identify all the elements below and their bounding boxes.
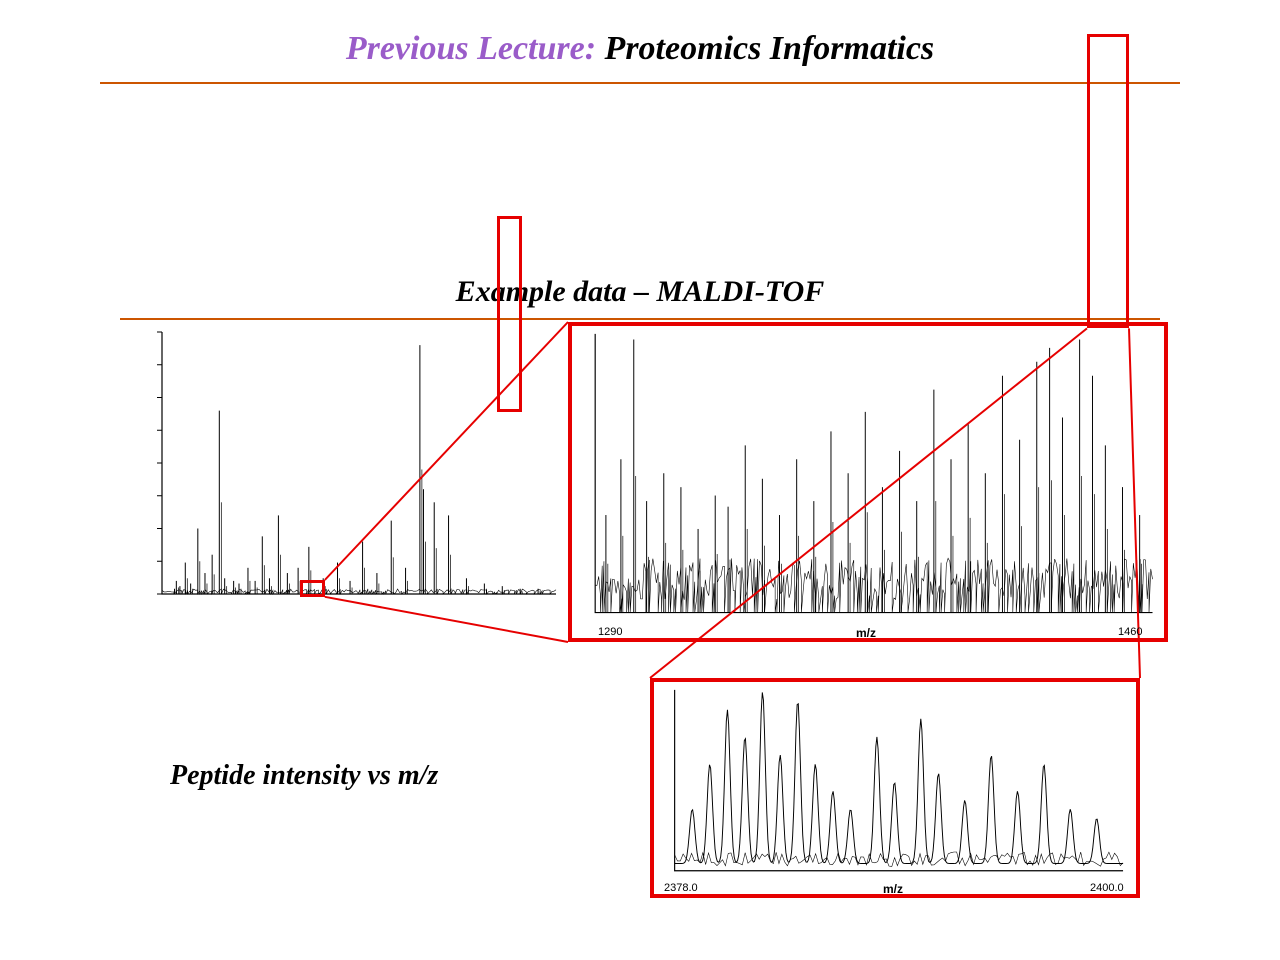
zoom-xlabel: m/z [856, 626, 876, 640]
detail-xtick-right: 2400.0 [1090, 882, 1124, 894]
title-suffix: Proteomics Informatics [596, 30, 934, 67]
zoom-xtick-right: 1460 [1118, 626, 1142, 638]
zoom-spectrum-panel [576, 330, 1160, 634]
subtitle-rule [120, 318, 1160, 320]
detail-spectrum-panel [658, 686, 1132, 890]
detail-spectrum-frame [650, 678, 1140, 898]
title-rule [100, 82, 1180, 84]
zoom-highlight-tall [1087, 34, 1129, 328]
detail-spectrum-svg [658, 686, 1132, 890]
overview-highlight-small [300, 580, 325, 597]
zoom-xtick-left: 1290 [598, 626, 622, 638]
overview-highlight-tall [497, 216, 522, 412]
slide-stage: Previous Lecture: Proteomics Informatics… [0, 0, 1280, 960]
zoom-spectrum-svg [576, 330, 1160, 634]
detail-xtick-left: 2378.0 [664, 882, 698, 894]
title-prefix: Previous Lecture: [346, 30, 596, 67]
caption: Peptide intensity vs m/z [170, 760, 438, 792]
zoom-spectrum-frame [568, 322, 1168, 642]
detail-xlabel: m/z [883, 882, 903, 896]
slide-title: Previous Lecture: Proteomics Informatics [346, 30, 934, 68]
